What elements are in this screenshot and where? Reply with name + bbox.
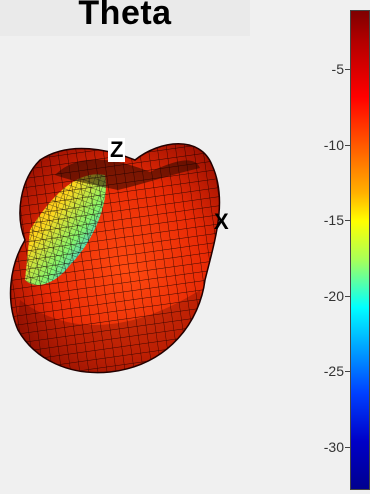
z-axis-label: Z xyxy=(108,137,126,162)
surface-plot xyxy=(9,143,221,374)
colorbar-tick-mark xyxy=(345,371,350,372)
colorbar-tick-label: -25 xyxy=(323,363,344,379)
colorbar-tick-label: -15 xyxy=(323,212,344,228)
colorbar-tick-mark xyxy=(345,446,350,448)
x-axis-label: X xyxy=(214,209,229,234)
title-band xyxy=(0,0,250,36)
colorbar-tick-mark xyxy=(345,295,350,297)
colorbar-tick-label: -10 xyxy=(323,136,344,153)
colorbar-tick-mark xyxy=(345,69,350,70)
colorbar-tick-mark xyxy=(345,144,350,146)
colorbar-tick-label: -5 xyxy=(331,61,344,77)
colorbar-tick-label: -20 xyxy=(323,287,344,304)
colorbar-tick-label: -30 xyxy=(323,438,344,455)
colorbar-tick-mark xyxy=(345,220,350,221)
colorbar xyxy=(350,10,370,490)
chart-title: Theta xyxy=(78,0,172,32)
